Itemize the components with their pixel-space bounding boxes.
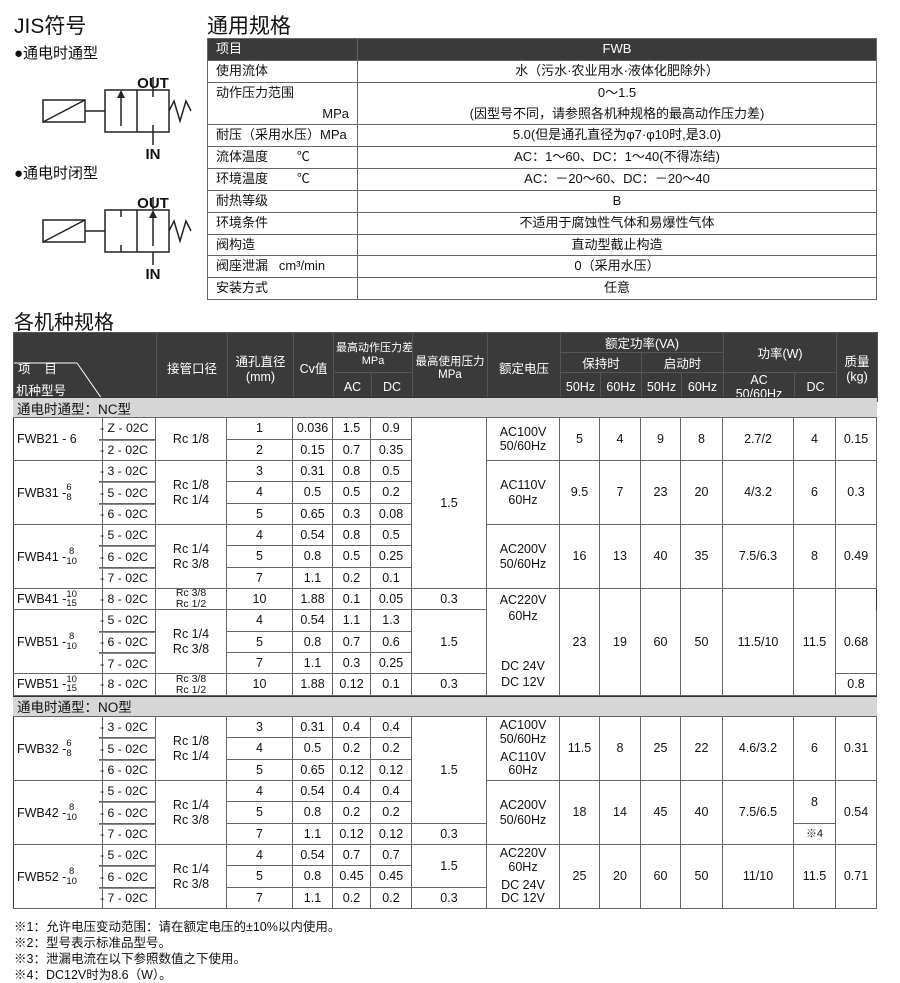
svg-text:OUT: OUT (137, 75, 169, 92)
svg-text:IN: IN (146, 266, 161, 283)
svg-text:OUT: OUT (137, 195, 169, 212)
svg-text:IN: IN (146, 146, 161, 163)
